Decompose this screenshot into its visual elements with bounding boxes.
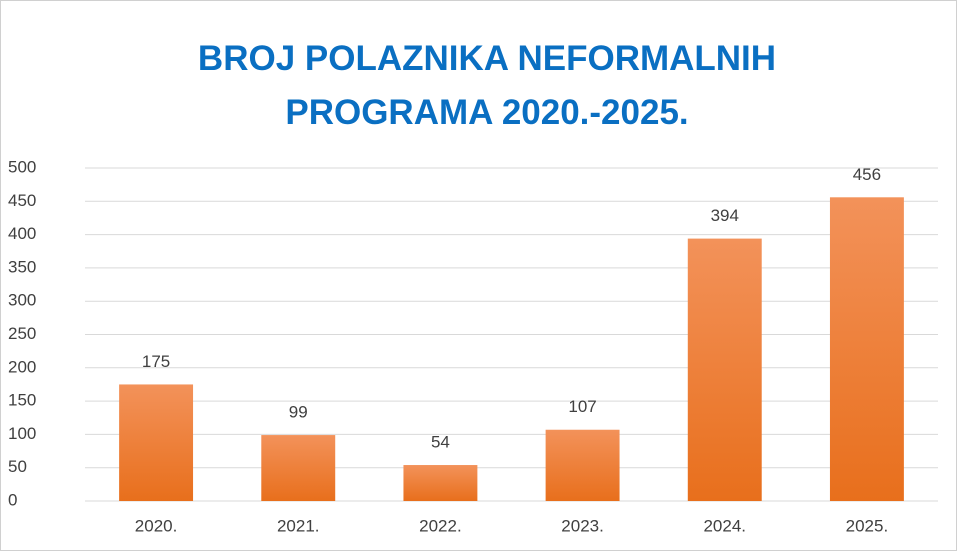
data-label: 394	[711, 206, 739, 225]
y-tick-label: 100	[8, 424, 36, 443]
x-tick-label: 2023.	[561, 516, 604, 535]
x-tick-label: 2021.	[277, 516, 320, 535]
data-label: 456	[853, 165, 881, 184]
data-label: 175	[142, 352, 170, 371]
bar	[119, 384, 194, 501]
data-label: 107	[568, 397, 596, 416]
x-tick-label: 2020.	[135, 516, 178, 535]
y-tick-label: 200	[8, 357, 36, 376]
bar	[545, 429, 620, 501]
data-label: 54	[431, 433, 450, 452]
bar	[687, 238, 762, 501]
bar	[261, 435, 336, 501]
x-tick-label: 2024.	[703, 516, 746, 535]
y-tick-label: 400	[8, 224, 36, 243]
y-tick-label: 500	[8, 157, 36, 176]
data-label: 99	[289, 403, 308, 422]
x-tick-label: 2025.	[846, 516, 889, 535]
x-tick-label: 2022.	[419, 516, 462, 535]
y-tick-label: 350	[8, 257, 36, 276]
y-tick-label: 50	[8, 457, 27, 476]
y-tick-label: 250	[8, 324, 36, 343]
bar	[403, 465, 478, 501]
y-tick-label: 0	[8, 490, 17, 509]
chart-title: BROJ POLAZNIKA NEFORMALNIH PROGRAMA 2020…	[197, 39, 777, 132]
y-tick-label: 450	[8, 191, 36, 210]
bar	[829, 197, 904, 501]
y-tick-label: 150	[8, 391, 36, 410]
y-tick-label: 300	[8, 291, 36, 310]
